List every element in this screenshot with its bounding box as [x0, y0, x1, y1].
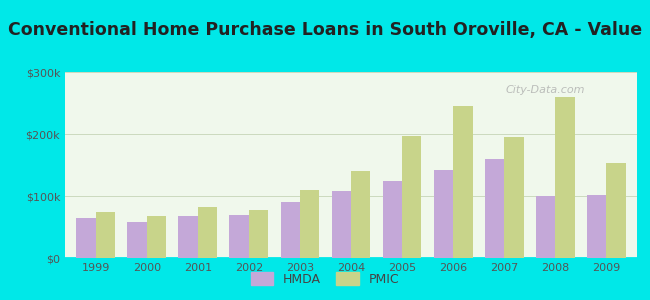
Bar [485, 159, 504, 258]
Bar [351, 171, 370, 258]
Bar [96, 212, 115, 258]
Bar [198, 207, 217, 258]
Bar [281, 202, 300, 258]
Legend: HMDA, PMIC: HMDA, PMIC [246, 267, 404, 291]
Bar [76, 218, 96, 258]
Text: Conventional Home Purchase Loans in South Oroville, CA - Value: Conventional Home Purchase Loans in Sout… [8, 21, 642, 39]
Text: City-Data.com: City-Data.com [506, 85, 585, 95]
Bar [147, 216, 166, 258]
Bar [178, 216, 198, 258]
Bar [536, 196, 555, 258]
Bar [587, 195, 606, 258]
Bar [606, 163, 626, 258]
Bar [229, 214, 249, 258]
Bar [127, 222, 147, 258]
Bar [383, 181, 402, 258]
Bar [555, 97, 575, 258]
Bar [453, 106, 473, 258]
Bar [300, 190, 319, 258]
Bar [249, 210, 268, 258]
Bar [434, 170, 453, 258]
Bar [402, 136, 421, 258]
Bar [504, 137, 524, 258]
Bar [332, 191, 351, 258]
